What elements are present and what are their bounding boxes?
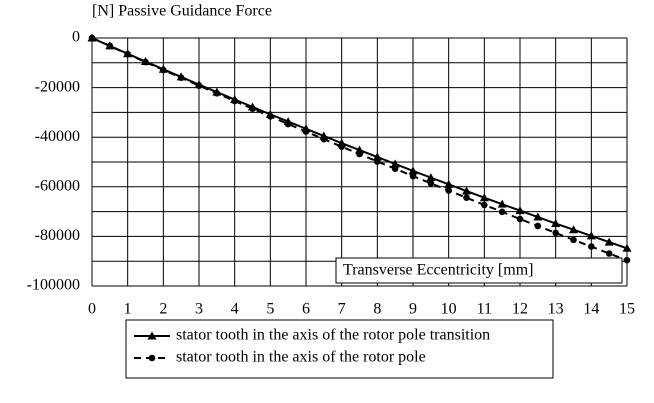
data-point <box>267 113 274 120</box>
x-tick-label: 6 <box>302 301 310 318</box>
data-point <box>569 225 578 234</box>
data-point <box>445 187 452 194</box>
data-point <box>142 58 149 66</box>
data-point <box>390 159 400 168</box>
y-tick-label: -40000 <box>35 128 80 145</box>
data-point <box>533 212 543 221</box>
data-point <box>338 143 345 150</box>
x-tick-label: 13 <box>548 301 564 318</box>
data-point <box>515 206 525 215</box>
data-point <box>106 42 114 50</box>
x-tick-label: 5 <box>266 301 274 318</box>
y-tick-label: -20000 <box>35 78 80 95</box>
data-point <box>622 243 632 252</box>
data-point <box>516 215 524 223</box>
x-tick-label: 2 <box>159 301 167 318</box>
data-point <box>320 135 328 143</box>
x-tick-label: 9 <box>409 301 417 318</box>
x-tick-label: 14 <box>583 301 599 318</box>
data-point <box>124 50 131 58</box>
data-point <box>409 172 417 180</box>
x-tick-label: 4 <box>231 301 239 318</box>
x-tick-label: 8 <box>373 301 381 318</box>
data-point <box>213 90 221 97</box>
data-point <box>355 145 364 154</box>
data-point <box>356 150 363 158</box>
data-point <box>88 34 96 42</box>
legend-marker <box>147 331 157 340</box>
data-point <box>463 194 470 202</box>
data-point <box>160 66 167 74</box>
x-tick-label: 3 <box>195 301 203 318</box>
x-tick-label: 0 <box>88 301 96 318</box>
x-axis-label: Transverse Eccentricity [mm] <box>343 262 533 279</box>
data-point <box>604 237 614 246</box>
data-point <box>444 179 454 188</box>
data-point <box>588 243 595 250</box>
data-point <box>462 186 471 195</box>
x-tick-label: 15 <box>619 301 635 318</box>
data-point <box>372 152 382 161</box>
data-point <box>586 231 596 240</box>
data-point <box>534 222 542 230</box>
data-point <box>249 105 256 112</box>
data-point <box>284 120 292 128</box>
y-tick-label: -60000 <box>35 177 80 194</box>
x-tick-label: 7 <box>338 301 346 318</box>
data-point <box>623 256 631 264</box>
data-point <box>426 173 436 182</box>
data-point <box>552 229 559 237</box>
legend-marker <box>148 354 156 362</box>
y-tick-label: -100000 <box>27 277 80 294</box>
data-point <box>408 166 418 175</box>
legend-label: stator tooth in the axis of the rotor po… <box>176 349 426 366</box>
data-point <box>551 219 561 228</box>
data-point <box>427 180 435 187</box>
data-point <box>195 82 203 89</box>
data-point <box>231 97 238 105</box>
x-label-box <box>335 257 623 284</box>
x-tick-label: 12 <box>512 301 528 318</box>
data-point <box>374 158 381 165</box>
data-point <box>481 201 488 209</box>
x-tick-label: 1 <box>124 301 132 318</box>
x-tick-label: 11 <box>477 301 492 318</box>
y-tick-label: -80000 <box>35 227 80 244</box>
data-point <box>570 236 577 244</box>
data-point <box>498 208 506 216</box>
series-line <box>91 37 628 250</box>
data-point <box>605 250 613 257</box>
chart-title: [N] Passive Guidance Force <box>92 3 272 20</box>
legend <box>125 319 554 379</box>
data-point <box>391 165 399 172</box>
data-point <box>302 128 310 135</box>
data-point <box>497 199 507 208</box>
legend-label: stator tooth in the axis of the rotor po… <box>176 327 490 344</box>
data-point <box>479 193 489 202</box>
y-tick-label: 0 <box>72 29 80 46</box>
data-point <box>177 74 185 81</box>
x-tick-label: 10 <box>441 301 457 318</box>
